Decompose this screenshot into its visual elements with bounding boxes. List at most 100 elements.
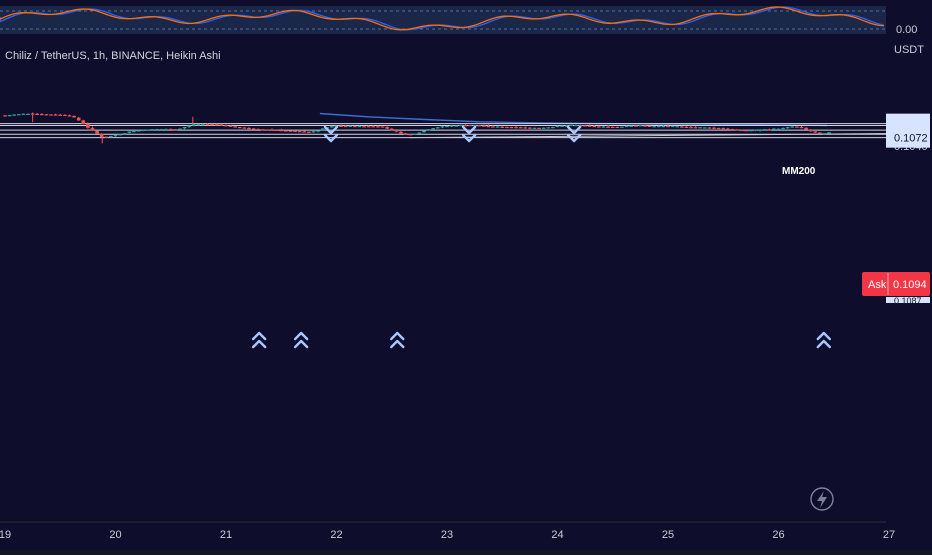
candle-body [730,129,735,131]
ask-tag [862,272,930,296]
candle-body [164,128,168,131]
time-tick-label: 24 [551,529,563,541]
candle-body [371,126,376,128]
rising-trendline[interactable] [409,133,890,139]
candle-body [35,113,39,115]
candle-body [366,126,371,128]
candle-body [532,127,537,129]
candle-body [53,114,58,116]
candle-body [583,125,587,127]
candle-body [201,124,205,126]
signal-arrows [251,125,832,349]
candle-body [316,130,320,132]
candle-body [822,133,827,135]
candle-body [90,127,95,131]
time-tick-label: 27 [883,529,895,541]
candle-body [643,125,647,127]
candle-body [753,129,758,131]
candle-body [132,131,136,133]
ma200-label: MM200 [782,166,816,177]
candle-body [215,124,219,126]
double-down-arrow-icon [323,125,339,143]
candle-body [772,128,776,130]
candle-body [661,126,666,128]
candle-body [261,129,265,131]
partial-price-tag-text: 0.1087 [894,296,922,306]
candle-body [537,127,541,129]
level-tag [886,127,930,148]
double-down-arrow-icon [461,125,477,143]
candle-body [408,134,412,136]
candle-body [159,129,164,131]
candle-body [808,129,813,132]
candle-body [555,125,560,128]
candle-body [86,123,90,128]
time-tick-label: 20 [109,529,121,541]
candle-body [242,127,247,129]
ask-value: 0.1094 [893,279,927,291]
candle-body [574,125,578,127]
candle-body [311,131,316,133]
candle-body [417,132,422,134]
candle-body [21,113,26,115]
candle-body [403,133,408,135]
candle-body [813,131,818,133]
candle-body [380,126,385,128]
candle-body [491,126,495,128]
candle-body [265,129,270,131]
time-tick-label: 23 [441,529,453,541]
candle-body [509,127,514,129]
lightning-icon[interactable] [810,487,834,511]
candle-body [500,126,505,128]
candle-body [758,129,762,131]
candle-body [666,126,670,128]
candle-body [726,128,730,130]
double-up-arrow-icon [293,331,309,349]
candle-body [196,124,201,126]
candle-body [169,128,173,131]
candle-body [597,126,601,128]
candle-body [178,128,182,130]
candle-body [17,114,21,116]
candle-body [689,127,693,129]
candle-body [587,125,592,127]
candle-body [288,130,293,132]
time-axis[interactable]: 19 20 21 22 23 24 25 26 27 [0,529,895,541]
price-axis[interactable]: USDT 0.11400.10800.10600.1040 0.11260.11… [862,44,930,306]
candle-body [436,127,440,129]
candle-body [339,125,343,127]
candle-body [118,134,122,136]
candle-body [297,131,302,133]
candle-body [390,128,394,131]
oscillator-pane: 0.00 [0,6,917,36]
candle-body [657,125,661,128]
candle-body [818,132,822,134]
candle-body [762,129,767,131]
candle-body [560,125,564,127]
candle-body [449,125,454,127]
double-down-arrow-icon [566,125,582,143]
candle-body [192,124,196,126]
candle-body [606,126,610,128]
candle-body [468,125,472,127]
oscillator-main-line [0,6,885,31]
candle-body [638,125,643,127]
candle-body [670,125,675,128]
candle-body [721,128,726,130]
symbol-title[interactable]: Chiliz / TetherUS, 1h, BINANCE, Heikin A… [5,50,221,62]
candle-body [251,128,256,130]
time-tick-label: 25 [662,529,674,541]
candle-body [454,125,458,127]
candle-body [362,126,366,128]
candle-body [330,126,334,128]
candle-body [348,125,353,127]
candle-body [58,114,63,116]
candle-body [274,129,279,131]
candle-body [40,114,44,116]
candle-body [99,133,104,137]
candle-body [182,127,187,129]
candle-body [629,125,633,127]
